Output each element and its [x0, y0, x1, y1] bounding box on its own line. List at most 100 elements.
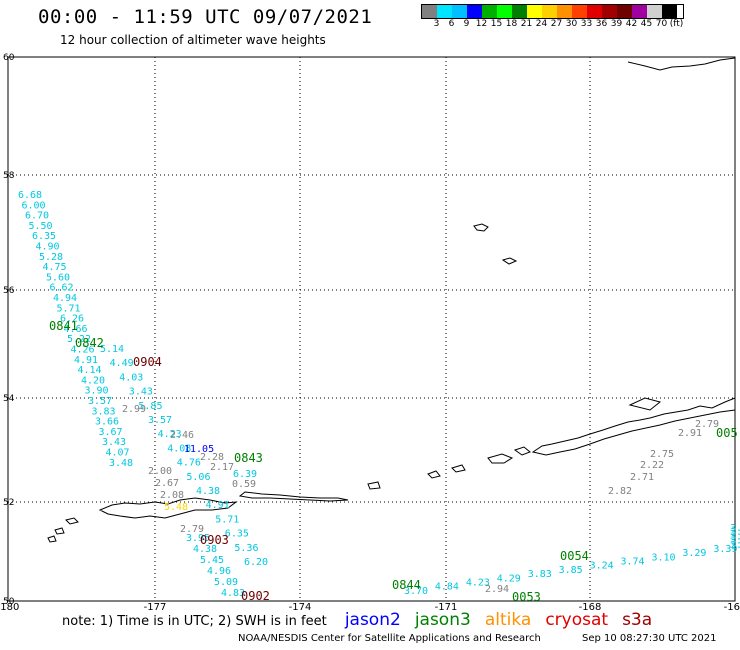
- aleutian-island: [513, 446, 531, 456]
- legend-swatch: [632, 5, 647, 18]
- longitude-label: -180: [0, 602, 19, 613]
- wave-height-value: 2.91: [678, 428, 702, 439]
- wave-height-value: 3.13: [730, 531, 740, 542]
- wave-height-value: 2.94: [485, 584, 509, 595]
- wave-height-value: 5.50: [29, 221, 53, 232]
- alaska-peninsula: [531, 397, 736, 456]
- wave-height-value: 5.85: [138, 401, 162, 412]
- pass-time-label: 0904: [133, 355, 162, 369]
- aleutian-island: [628, 397, 662, 411]
- legend-tick: 30: [565, 19, 578, 29]
- legend-tick: 15: [490, 19, 503, 29]
- wave-height-value: 3.68: [730, 527, 740, 538]
- wave-height-value: 4.26: [71, 345, 95, 356]
- legend-tick: 12: [475, 19, 488, 29]
- legend-tick-labels: 3 6 9 12 15 18 21 24 27 30 33 36 39 42 45 70 (ft): [429, 19, 684, 29]
- wave-height-value: 4.14: [78, 365, 102, 376]
- wave-height-value: 5.45: [200, 555, 224, 566]
- legend-swatch: [542, 5, 557, 18]
- legend-swatch: [512, 5, 527, 18]
- footer-note: note: 1) Time is in UTC; 2) SWH is in fe…: [62, 610, 664, 630]
- wave-height-value: 6.26: [60, 314, 84, 325]
- pass-time-label: 0903: [200, 533, 229, 547]
- legend-tick: 9: [463, 19, 470, 29]
- wave-height-value: 0.59: [232, 479, 256, 490]
- longitude-label: -174: [289, 602, 312, 613]
- wave-height-value: 4.94: [53, 293, 77, 304]
- note-text: note: 1) Time is in UTC; 2) SWH is in fe…: [62, 614, 327, 629]
- wave-height-value: 3.67: [99, 427, 123, 438]
- longitude-label: -171: [435, 602, 458, 613]
- legend-tick: 24: [535, 19, 548, 29]
- wave-height-value: 3.24: [590, 561, 614, 572]
- satellite-name: jason3: [414, 610, 471, 630]
- wave-height-value: 4.38: [193, 544, 217, 555]
- legend-tick: 70: [655, 19, 668, 29]
- wave-height-value: 3.34: [730, 523, 740, 534]
- wave-height-value: 4.96: [207, 566, 231, 577]
- legend-swatch: [437, 5, 452, 18]
- wave-height-value: 2.17: [210, 462, 234, 473]
- wave-height-value: 2.46: [170, 430, 194, 441]
- aleutian-island: [65, 517, 79, 525]
- aleutian-island: [54, 527, 65, 535]
- wave-height-value: 3.28: [730, 536, 740, 547]
- wave-height-value: 4.84: [435, 582, 459, 593]
- legend-swatch: [452, 5, 467, 18]
- pass-time-label: 005: [716, 426, 738, 440]
- satellite-name: cryosat: [545, 610, 609, 630]
- wave-height-value: 3.74: [730, 540, 740, 551]
- wave-height-value: 2.71: [630, 472, 654, 483]
- longitude-label: -177: [144, 602, 167, 613]
- pass-time-label: 0053: [512, 590, 541, 604]
- latitude-label: 52: [3, 498, 14, 508]
- latitude-label: 56: [3, 286, 15, 296]
- legend-tick: 45: [640, 19, 653, 29]
- wave-height-value: 3.10: [651, 552, 675, 563]
- aleutian-island: [451, 464, 466, 473]
- wave-height-value: 6.68: [18, 190, 42, 201]
- wave-height-value: 5.36: [234, 543, 258, 554]
- pass-time-label: 0841: [49, 319, 78, 333]
- pass-time-label: 0054: [560, 549, 589, 563]
- wave-height-value: 5.28: [39, 252, 63, 263]
- aleutian-chain: [238, 491, 349, 502]
- latitude-label: 50: [3, 597, 15, 607]
- legend-swatch: [482, 5, 497, 18]
- wave-tracks: 6.686.006.705.506.354.905.284.755.606.62…: [18, 190, 740, 599]
- legend-tick: 33: [580, 19, 593, 29]
- wave-height-value: 3.83: [92, 406, 116, 417]
- legend-swatch: [572, 5, 587, 18]
- wave-height-value: 2.79: [695, 419, 719, 430]
- page-title: 00:00 - 11:59 UTC 09/07/2021: [38, 6, 373, 28]
- wave-height-value: 6.39: [233, 469, 257, 480]
- wave-height-value: 4.49: [110, 358, 134, 369]
- wave-height-value: 4.03: [119, 372, 143, 383]
- wave-height-value: 5.60: [46, 272, 70, 283]
- legend-swatch: [467, 5, 482, 18]
- wave-height-value: 11.05: [184, 444, 214, 455]
- wave-height-value: 5.09: [214, 577, 238, 588]
- legend-swatch: [497, 5, 512, 18]
- legend-swatch: [422, 5, 437, 18]
- wave-height-value: 4.91: [74, 355, 98, 366]
- legend-tick: (ft): [669, 19, 684, 29]
- wave-height-value: 3.90: [85, 386, 109, 397]
- wave-height-value: 5.71: [57, 303, 81, 314]
- aleutian-island: [367, 481, 381, 490]
- wave-height-value: 4.23: [158, 429, 182, 440]
- pass-time-label: 0902: [241, 589, 270, 603]
- map-grid: [8, 57, 735, 601]
- pribilof-island: [473, 223, 489, 232]
- legend-tick: 42: [625, 19, 638, 29]
- pass-time-label: 0842: [75, 336, 104, 350]
- legend-tick: 3: [433, 19, 440, 29]
- longitude-label: -168: [579, 602, 602, 613]
- legend-swatch: [617, 5, 632, 18]
- wave-height-value: 4.76: [177, 458, 201, 469]
- wave-height-value: 3.95: [186, 533, 210, 544]
- page-subtitle: 12 hour collection of altimeter wave hei…: [60, 33, 326, 47]
- wave-height-value: 2.00: [148, 466, 172, 477]
- satellite-name: altika: [484, 610, 532, 630]
